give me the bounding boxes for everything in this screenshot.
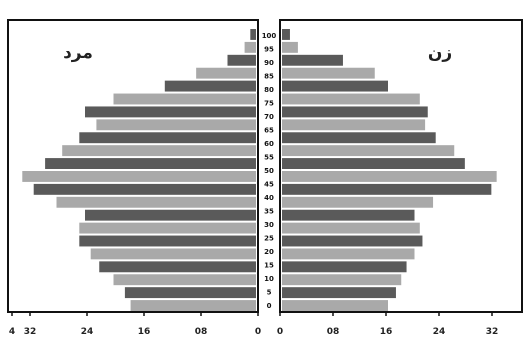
bar-female-16	[282, 93, 420, 105]
age-label-95: 95	[264, 45, 274, 53]
age-label-75: 75	[264, 99, 274, 107]
bar-male-13	[79, 132, 256, 144]
bar-female-10	[282, 171, 497, 182]
left-tick-label-2: 16	[138, 327, 151, 337]
bar-female-14	[282, 119, 426, 131]
bar-male-0	[130, 300, 256, 311]
bar-female-12	[282, 145, 455, 157]
bar-female-11	[282, 158, 465, 169]
age-label-5: 5	[267, 289, 272, 297]
bar-female-4	[282, 248, 415, 260]
age-label-40: 40	[264, 194, 274, 202]
bar-female-20	[282, 41, 298, 53]
bar-female-15	[282, 106, 428, 118]
right-tick-label-1: 08	[327, 327, 340, 337]
age-label-65: 65	[264, 126, 274, 134]
age-label-70: 70	[264, 113, 274, 121]
bar-male-16	[113, 93, 256, 105]
left-tick-label-5: 4	[9, 327, 15, 337]
bar-male-19	[227, 54, 256, 66]
bar-male-2	[113, 274, 256, 286]
bar-female-8	[282, 196, 434, 208]
age-label-90: 90	[264, 59, 274, 67]
bar-female-18	[282, 67, 375, 79]
bar-male-8	[56, 196, 256, 208]
age-label-50: 50	[264, 167, 274, 175]
bar-male-1	[124, 287, 257, 299]
bar-male-4	[90, 248, 256, 260]
bar-female-17	[282, 80, 388, 92]
left-panel-label: مرد	[63, 43, 93, 63]
age-label-80: 80	[264, 86, 274, 94]
age-labels-layer: 0 5 10 15 20 25 30 35 40 45 50 55 60 65 70 75 80 85 90 95 10…	[262, 32, 277, 310]
bar-male-12	[62, 145, 257, 157]
left-tick-label-1: 08	[195, 327, 208, 337]
left-tick-label-0: 0	[255, 327, 261, 337]
bar-male-9	[33, 183, 257, 195]
bar-female-21	[282, 29, 290, 40]
age-label-20: 20	[264, 248, 274, 256]
age-label-60: 60	[264, 140, 274, 148]
age-label-25: 25	[264, 235, 274, 243]
bar-female-3	[282, 261, 407, 273]
bar-female-7	[282, 209, 415, 221]
right-tick-label-0: 0	[277, 327, 283, 337]
age-label-0: 0	[267, 302, 272, 310]
right-tick-label-2: 16	[380, 327, 393, 337]
bar-male-7	[85, 209, 256, 221]
bar-male-20	[244, 41, 256, 53]
bar-male-11	[45, 158, 256, 169]
bar-male-14	[96, 119, 257, 131]
left-panel-frame	[7, 19, 259, 313]
right-panel-label: زن	[428, 43, 452, 63]
right-panel-frame	[279, 19, 523, 313]
bar-male-21	[250, 29, 256, 40]
bar-female-5	[282, 235, 423, 247]
bar-male-6	[79, 222, 256, 234]
bar-female-13	[282, 132, 436, 144]
bar-female-2	[282, 274, 402, 286]
bar-female-1	[282, 287, 396, 299]
bar-female-19	[282, 54, 343, 66]
bars-layer	[22, 29, 497, 311]
bar-male-18	[196, 67, 256, 79]
left-tick-label-3: 24	[81, 327, 94, 337]
age-label-100: 100	[262, 32, 277, 40]
right-tick-label-4: 32	[486, 327, 499, 337]
left-tick-label-4: 32	[24, 327, 37, 337]
bar-male-3	[99, 261, 256, 273]
bar-male-15	[85, 106, 256, 118]
bar-male-10	[22, 171, 256, 182]
bar-male-5	[79, 235, 256, 247]
bar-female-9	[282, 183, 492, 195]
panel-frames	[7, 19, 523, 313]
bar-female-0	[282, 300, 388, 311]
age-label-30: 30	[264, 221, 274, 229]
age-label-35: 35	[264, 208, 274, 216]
bar-female-6	[282, 222, 420, 234]
right-tick-label-3: 24	[433, 327, 446, 337]
bar-male-17	[164, 80, 256, 92]
age-label-55: 55	[264, 153, 274, 161]
age-label-10: 10	[264, 275, 274, 283]
age-label-85: 85	[264, 72, 274, 80]
age-label-45: 45	[264, 181, 274, 189]
age-label-15: 15	[264, 262, 274, 270]
